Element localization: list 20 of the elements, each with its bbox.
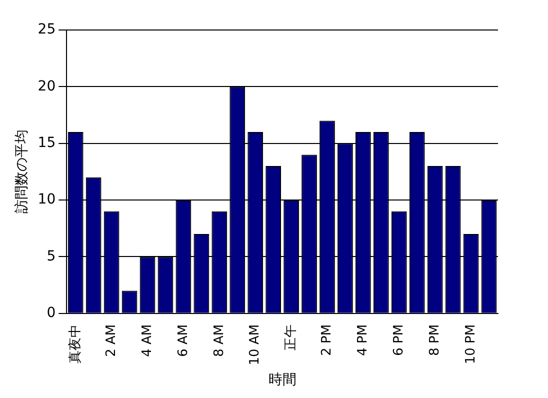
- x-tick-label: 正午: [284, 324, 299, 350]
- y-axis-title: 訪問数の平均: [14, 130, 30, 214]
- x-tick-label: 4 AM: [140, 324, 155, 357]
- y-tick-label: 5: [46, 248, 56, 264]
- x-tick-label: 10 PM: [463, 324, 478, 364]
- x-tick-label: 4 PM: [356, 324, 371, 356]
- y-tick-label: 15: [38, 135, 56, 152]
- x-axis-title: 時間: [268, 372, 296, 388]
- x-tick-label: 2 AM: [104, 324, 119, 357]
- y-tick-label: 0: [46, 305, 56, 322]
- y-tick-label: 20: [38, 78, 56, 94]
- x-tick-label: 6 AM: [176, 324, 191, 357]
- y-tick-label: 25: [38, 22, 56, 38]
- x-tick-label: 真夜中: [66, 324, 83, 364]
- x-tick-label: 8 AM: [212, 324, 227, 357]
- x-tick-label: 2 PM: [320, 324, 335, 356]
- x-tick-label: 8 PM: [427, 324, 442, 356]
- y-tick-label: 10: [38, 192, 56, 208]
- x-tick-label: 6 PM: [392, 324, 407, 356]
- x-tick-label: 10 AM: [248, 324, 263, 366]
